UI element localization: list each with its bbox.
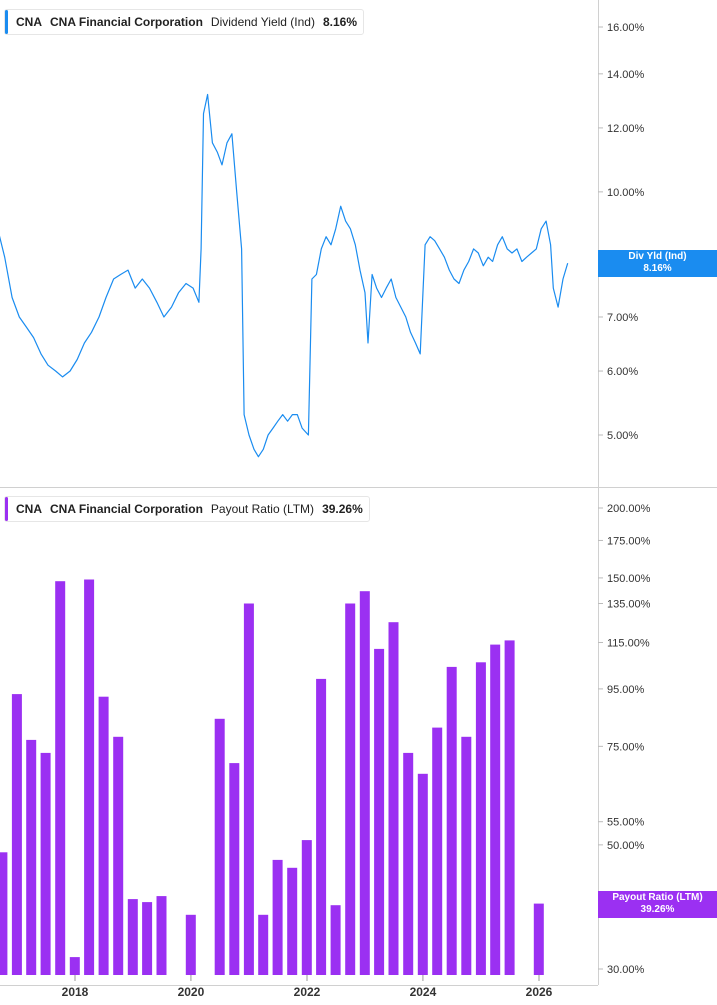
x-axis: 2018 2020 2022 2024 2026 [62,975,553,999]
y-tick-label: 175.00% [607,535,651,547]
dividend-yield-tag-label: Div Yld (Ind) [628,251,687,262]
payout-ratio-current-tag: Payout Ratio (LTM) 39.26% [598,891,717,918]
payout-bar [214,718,225,975]
payout-ratio-series [0,579,544,975]
payout-bar [287,867,298,975]
bottom-legend: CNA CNA Financial Corporation Payout Rat… [4,496,370,522]
payout-bar [11,694,22,975]
x-tick-label: 2024 [410,985,437,999]
payout-bar [403,752,414,975]
top-y-axis: 5.00%6.00%7.00%8.00%10.00%12.00%14.00%16… [598,22,645,442]
y-tick-label: 50.00% [607,840,645,852]
payout-bar [330,905,341,975]
x-tick-label: 2026 [526,985,553,999]
payout-bar [490,644,501,975]
payout-bar [272,859,283,975]
payout-bar [446,666,457,975]
y-tick-label: 150.00% [607,573,651,585]
payout-ratio-tag-value: 39.26% [640,904,675,915]
payout-bar [55,581,66,975]
top-legend-metric: Dividend Yield (Ind) [210,15,315,29]
payout-bar [26,739,37,975]
payout-bar [359,591,370,975]
payout-bar [533,903,544,975]
dividend-yield-line [0,93,569,458]
y-tick-label: 10.00% [607,187,645,199]
dividend-yield-series [0,93,569,458]
y-tick-label: 7.00% [607,312,638,324]
top-plot-background [0,0,598,487]
y-tick-label: 95.00% [607,684,645,696]
dividend-yield-current-tag: Div Yld (Ind) 8.16% [598,250,717,277]
payout-bar [243,603,254,975]
bottom-y-axis: 30.00% 50.00% 55.00% 75.00% 95.00% 115.00% 135… [598,503,651,976]
x-tick-label: 2020 [178,985,205,999]
payout-bar [98,696,109,975]
payout-bar [0,852,8,975]
payout-bar [316,678,327,975]
payout-bar [374,648,385,975]
y-tick-label: 135.00% [607,599,651,611]
y-tick-label: 55.00% [607,817,645,829]
payout-bar [69,957,80,975]
payout-bar [185,914,196,975]
y-tick-label: 115.00% [607,637,650,649]
payout-bar [432,727,443,975]
y-tick-label: 200.00% [607,503,651,515]
payout-bar [229,763,240,975]
y-tick-label: 6.00% [607,366,638,378]
top-legend-company: CNA Financial Corporation [50,15,203,29]
y-tick-label: 14.00% [607,69,645,81]
payout-ratio-tag-label: Payout Ratio (LTM) [612,892,703,903]
payout-bar [475,662,486,975]
y-tick-label: 30.00% [607,964,645,976]
bottom-legend-metric: Payout Ratio (LTM) [210,502,315,516]
payout-bar [504,640,515,975]
bottom-legend-swatch [5,497,8,521]
top-legend-value: 8.16% [322,15,357,29]
payout-bar [142,902,153,975]
payout-bar [84,579,95,975]
payout-bar [388,622,399,975]
top-legend-ticker: CNA [16,15,42,29]
payout-bar [301,840,312,975]
y-tick-label: 16.00% [607,22,645,34]
top-legend-swatch [5,10,8,34]
payout-bar [113,736,124,975]
payout-bar [156,896,167,975]
bottom-legend-company: CNA Financial Corporation [50,502,203,516]
y-tick-label: 12.00% [607,123,645,135]
bottom-legend-ticker: CNA [16,502,42,516]
y-tick-label: 75.00% [607,741,645,753]
payout-bar [461,736,472,975]
payout-bar [417,773,428,975]
top-legend: CNA CNA Financial Corporation Dividend Y… [4,9,364,35]
payout-bar [40,752,51,975]
payout-bar [127,899,138,975]
payout-bar [345,603,356,975]
x-tick-label: 2018 [62,985,89,999]
x-tick-label: 2022 [294,985,321,999]
y-tick-label: 5.00% [607,430,638,442]
dividend-yield-tag-value: 8.16% [643,263,672,274]
payout-bar [258,914,269,975]
bottom-legend-value: 39.26% [322,502,363,516]
